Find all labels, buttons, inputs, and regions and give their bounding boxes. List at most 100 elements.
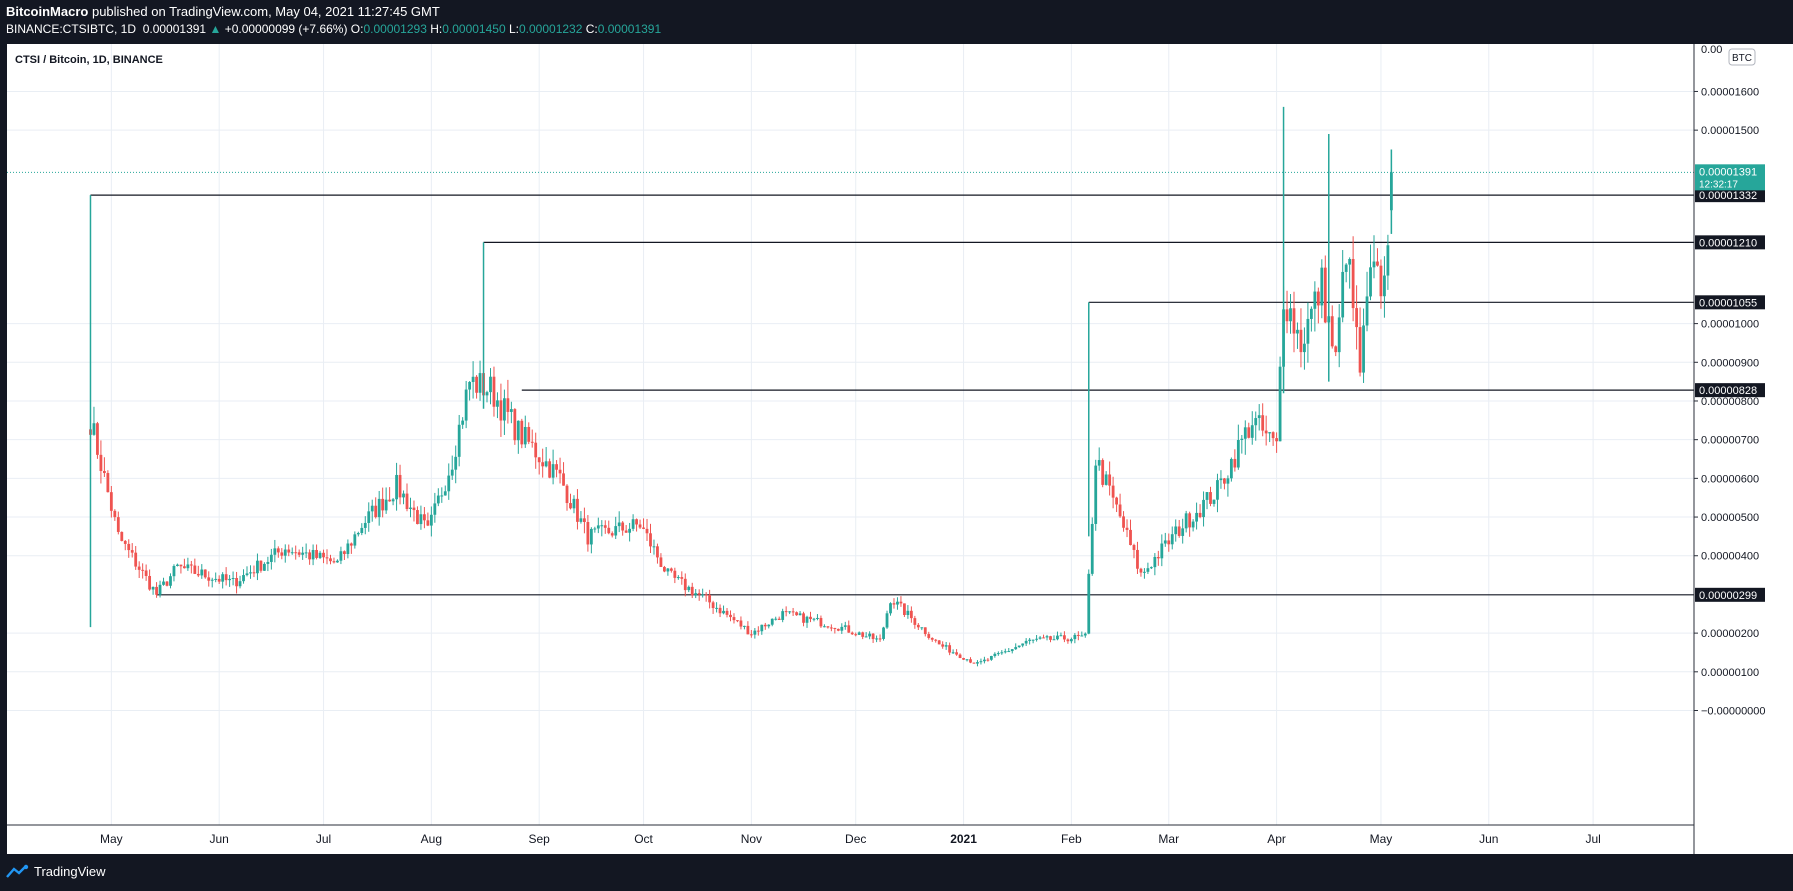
candle-body xyxy=(996,653,1000,655)
candle-body xyxy=(951,652,955,654)
candle-body xyxy=(1042,637,1045,639)
candle-body xyxy=(231,577,235,579)
candle-body xyxy=(843,625,847,627)
candle-body xyxy=(1223,478,1226,484)
candle-body xyxy=(367,511,371,523)
symbol-line: BINANCE:CTSIBTC, 1D 0.00001391 ▲ +0.0000… xyxy=(6,22,661,36)
y-tick-label: 0.00000500 xyxy=(1701,512,1759,524)
level-price-label: 0.00000828 xyxy=(1699,385,1757,397)
price-chart[interactable]: 0.00001600 0.00001500 0.00001000 0.00000900… xyxy=(7,44,1793,854)
candle-body xyxy=(412,507,416,511)
candle-body xyxy=(1365,296,1369,326)
candle-body xyxy=(1372,261,1376,268)
candle-body xyxy=(784,611,788,613)
level-price-tag[interactable] xyxy=(1695,235,1765,250)
candle-body xyxy=(1191,521,1195,528)
candle-body xyxy=(1216,480,1219,500)
close-label: C: xyxy=(585,22,598,36)
candle-body xyxy=(899,601,903,604)
x-tick-label: Jun xyxy=(1479,832,1498,846)
low-value: 0.00001232 xyxy=(518,22,583,36)
candle-body xyxy=(1021,643,1025,646)
current-price-tag[interactable] xyxy=(1695,164,1765,191)
candle-body xyxy=(579,518,583,522)
candle-body xyxy=(116,517,120,532)
level-price-tag[interactable] xyxy=(1695,295,1765,310)
y-tick-label: 0.00000700 xyxy=(1701,435,1759,447)
x-tick-label: Sep xyxy=(529,832,551,846)
candle-body xyxy=(478,373,482,393)
currency-badge[interactable] xyxy=(1728,48,1756,66)
level-price-tag[interactable] xyxy=(1695,188,1765,203)
candle-body xyxy=(1031,639,1035,641)
candle-body xyxy=(419,514,423,525)
candle-body xyxy=(196,573,200,576)
chart-area[interactable]: 0.00001600 0.00001500 0.00001000 0.00000900… xyxy=(7,44,1793,854)
candle-body xyxy=(1195,512,1198,522)
candle-body xyxy=(1348,258,1352,265)
candle-body xyxy=(318,552,322,558)
tradingview-brand[interactable]: TradingView xyxy=(34,864,106,879)
candle-body xyxy=(739,620,743,627)
y-tick-label: 0.00000200 xyxy=(1701,628,1759,640)
candle-body xyxy=(1149,567,1153,569)
candle-body xyxy=(1278,366,1282,442)
candle-body xyxy=(527,426,531,442)
candle-body xyxy=(391,499,395,502)
y-tick-label: 0.00001500 xyxy=(1701,125,1759,137)
candle-body xyxy=(586,522,590,545)
candle-body xyxy=(558,469,562,474)
level-price-tag[interactable] xyxy=(1695,383,1765,398)
candle-body xyxy=(1386,245,1390,276)
candle-body xyxy=(311,549,315,560)
candle-body xyxy=(962,658,965,660)
candle-body xyxy=(840,626,844,631)
candle-body xyxy=(1271,432,1275,439)
candle-body xyxy=(565,485,569,504)
candle-body xyxy=(1292,308,1296,334)
candle-body xyxy=(676,577,680,579)
price-axis[interactable]: 0.00001600 0.00001500 0.00001000 0.00000900… xyxy=(1694,44,1766,718)
candle-body xyxy=(722,610,725,614)
time-axis[interactable]: May Jun Jul Aug Sep Oct Nov Dec 2021 Feb Mar Apr May… xyxy=(100,832,1601,846)
price-change: +0.00000099 (+7.66%) xyxy=(224,22,348,36)
close-value: 0.00001391 xyxy=(597,22,662,36)
candle-body xyxy=(788,611,792,613)
tradingview-logo-icon[interactable] xyxy=(6,864,30,880)
candle-body xyxy=(1212,499,1216,504)
candle-body xyxy=(1115,497,1118,505)
candle-body xyxy=(948,645,952,653)
candle-body xyxy=(916,624,920,628)
author-name[interactable]: BitcoinMacro xyxy=(6,4,89,19)
candle-body xyxy=(812,618,816,620)
candle-body xyxy=(1028,639,1032,641)
candle-body xyxy=(471,376,475,382)
candle-body xyxy=(551,464,555,478)
footer-bar: TradingView xyxy=(0,854,1793,891)
candle-body xyxy=(673,570,677,578)
candle-body xyxy=(701,594,705,596)
candle-body xyxy=(1334,346,1338,353)
candle-body xyxy=(743,625,746,627)
candle-body xyxy=(763,624,767,627)
level-price-tag[interactable] xyxy=(1695,587,1765,602)
candle-body xyxy=(729,614,732,618)
candle-body xyxy=(708,594,712,603)
candle-body xyxy=(1257,415,1261,419)
candle-body xyxy=(370,505,374,512)
candle-body xyxy=(983,659,986,662)
candle-body xyxy=(631,519,635,529)
candle-body xyxy=(1188,513,1192,528)
candle-body xyxy=(896,601,899,605)
candle-body xyxy=(1369,267,1372,297)
candle-body xyxy=(242,575,245,582)
candle-body xyxy=(228,578,232,581)
candle-body xyxy=(405,493,409,510)
candle-body xyxy=(162,581,165,585)
candle-body xyxy=(96,423,99,455)
candle-body xyxy=(638,524,642,528)
candle-body xyxy=(878,638,882,640)
candle-body xyxy=(833,627,837,629)
candle-body xyxy=(429,514,433,526)
candle-body xyxy=(1233,458,1237,468)
